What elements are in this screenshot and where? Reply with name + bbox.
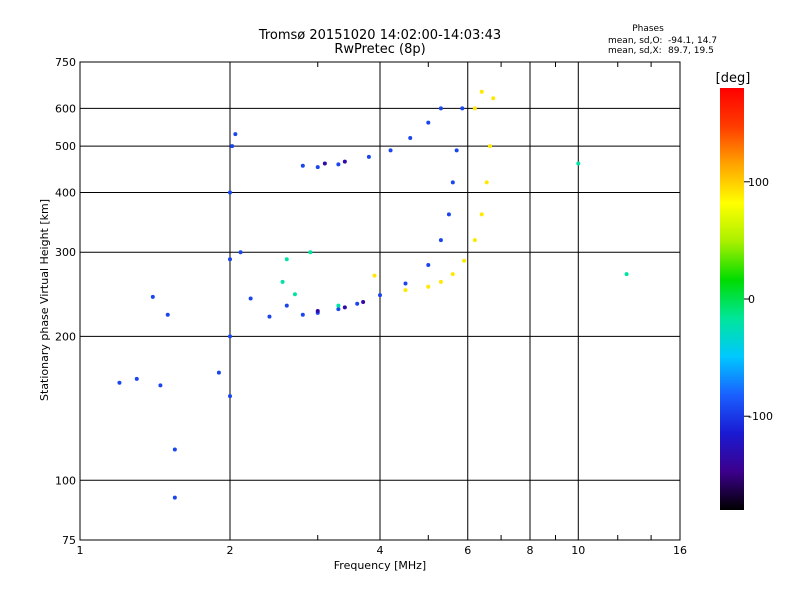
x-tick-label: 16 [673,544,687,557]
data-point [228,394,232,399]
data-point [378,293,382,298]
data-point [150,294,155,299]
data-point [336,162,341,167]
data-point [408,136,413,141]
data-point [403,288,408,293]
y-axis-label: Stationary phase Virtual Height [km] [38,199,51,401]
y-tick-label: 75 [62,534,76,547]
data-point [460,106,465,111]
data-point [216,370,221,375]
data-point [280,279,285,284]
data-point [388,148,393,153]
data-point [292,292,297,297]
x-tick-label: 4 [377,544,384,557]
data-point [366,154,371,159]
data-point [403,281,408,286]
chart-subtitle: RwPretec (8p) [334,42,425,57]
y-tick-label: 300 [55,246,76,259]
data-point [472,238,477,243]
data-point [576,161,581,166]
x-axis-label: Frequency [MHz] [334,559,426,572]
data-point [300,163,305,168]
data-point [315,309,320,314]
data-point [117,380,122,385]
data-point [248,296,253,301]
y-axis-ticks: 75 100 200 300 400 500 600 750 [55,56,76,547]
data-point [228,190,232,195]
y-tick-label: 400 [55,186,76,199]
stats-x-values: 89.7, 19.5 [668,46,714,56]
data-point [361,300,366,305]
data-point [491,96,496,101]
grid-lines [80,62,680,540]
y-tick-label: 500 [55,140,76,153]
x-tick-label: 1 [77,544,84,557]
x-tick-label: 6 [464,544,471,557]
data-point [238,250,243,255]
x-axis-ticks: 1 2 4 6 8 10 16 [77,62,687,557]
data-point [228,334,232,339]
stats-heading: Phases [632,24,664,34]
data-point [472,106,477,111]
data-point [479,212,484,217]
y-tick-label: 100 [55,474,76,487]
chart-title: Tromsø 20151020 14:02:00-14:03:43 [258,28,501,43]
data-point [446,212,451,217]
y-tick-label: 750 [55,56,76,69]
colorbar-tick-label: 0 [748,293,755,306]
y-tick-label: 600 [55,102,76,115]
data-point [438,238,443,243]
data-point [284,303,289,308]
colorbar-ticks: 100 0 -100 [744,176,773,423]
data-point [134,376,139,381]
data-point [462,258,467,263]
colorbar-tick-label: 100 [748,176,769,189]
data-point [426,120,431,125]
x-tick-label: 8 [527,544,534,557]
data-point [426,284,431,289]
stats-x-label: mean, sd,X: [608,46,662,56]
data-point [336,303,341,308]
stats-o-values: -94.1, 14.7 [668,36,717,46]
data-points [117,89,629,500]
data-point [158,383,163,388]
data-point [355,301,360,306]
data-point [488,144,493,149]
data-point [342,305,347,310]
data-point [230,144,235,149]
data-point [233,132,238,137]
data-point [165,312,170,317]
x-tick-label: 10 [571,544,585,557]
data-point [315,165,320,170]
colorbar-tick-label: -100 [748,410,773,423]
data-point [300,312,305,317]
data-point [438,279,443,284]
colorbar-unit-label: [deg] [716,71,751,86]
data-point [624,272,629,277]
data-point [454,148,459,153]
data-point [172,447,177,452]
data-point [228,257,232,262]
data-point [342,159,347,164]
data-point [336,307,341,312]
data-point [438,106,443,111]
data-point [267,314,272,319]
data-point [450,180,455,185]
data-point [372,273,377,278]
data-point [450,272,455,277]
stats-o-label: mean, sd,O: [608,36,662,46]
colorbar [720,88,744,510]
x-tick-label: 2 [227,544,234,557]
data-point [284,257,289,262]
y-tick-label: 200 [55,330,76,343]
data-point [426,263,431,268]
data-point [322,161,327,166]
data-point [172,495,177,500]
data-point [479,89,484,94]
data-point [484,180,489,185]
data-point [308,250,313,255]
